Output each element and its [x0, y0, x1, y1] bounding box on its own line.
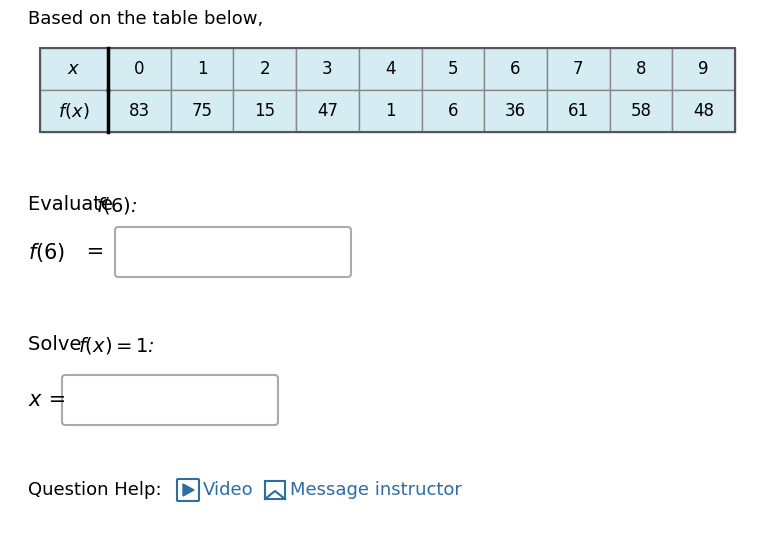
Text: $x$: $x$: [28, 390, 43, 410]
Text: 47: 47: [317, 102, 338, 120]
Bar: [296, 90, 359, 132]
Text: Solve: Solve: [28, 335, 88, 354]
Text: 4: 4: [385, 60, 396, 78]
Polygon shape: [183, 484, 194, 496]
Text: 6: 6: [448, 102, 458, 120]
Bar: [359, 90, 422, 132]
Text: 61: 61: [568, 102, 589, 120]
Text: 6: 6: [510, 60, 521, 78]
Text: $f(6)$:: $f(6)$:: [96, 195, 137, 216]
Bar: [40, 90, 108, 132]
Text: 1: 1: [385, 102, 396, 120]
Text: 7: 7: [573, 60, 584, 78]
Text: =: =: [80, 242, 104, 262]
FancyBboxPatch shape: [177, 479, 199, 501]
Text: 5: 5: [448, 60, 458, 78]
Text: Message instructor: Message instructor: [290, 481, 462, 499]
Text: =: =: [42, 390, 66, 410]
FancyBboxPatch shape: [265, 481, 285, 499]
Bar: [233, 48, 296, 90]
Bar: [170, 48, 233, 90]
Text: 3: 3: [322, 60, 333, 78]
FancyBboxPatch shape: [115, 227, 351, 277]
Bar: [484, 48, 547, 90]
Text: 2: 2: [260, 60, 270, 78]
Bar: [547, 48, 610, 90]
Text: 48: 48: [694, 102, 714, 120]
Bar: [296, 48, 359, 90]
Text: 36: 36: [505, 102, 526, 120]
Text: Question Help:: Question Help:: [28, 481, 161, 499]
Bar: [422, 48, 484, 90]
Bar: [610, 90, 672, 132]
Bar: [672, 48, 735, 90]
FancyBboxPatch shape: [62, 375, 278, 425]
Bar: [672, 90, 735, 132]
Bar: [40, 48, 735, 132]
Bar: [359, 48, 422, 90]
Text: 15: 15: [254, 102, 275, 120]
Text: $f(x) = 1$:: $f(x) = 1$:: [78, 335, 155, 356]
Text: $x$: $x$: [68, 60, 81, 78]
Text: 83: 83: [129, 102, 150, 120]
Bar: [233, 90, 296, 132]
Text: Evaluate: Evaluate: [28, 195, 119, 214]
Bar: [547, 90, 610, 132]
Text: 9: 9: [698, 60, 709, 78]
Text: 75: 75: [191, 102, 213, 120]
Text: 8: 8: [636, 60, 646, 78]
Bar: [170, 90, 233, 132]
Text: $f(x)$: $f(x)$: [58, 101, 90, 121]
Bar: [484, 90, 547, 132]
Text: Based on the table below,: Based on the table below,: [28, 10, 263, 28]
Bar: [108, 90, 170, 132]
Bar: [422, 90, 484, 132]
Text: Video: Video: [203, 481, 253, 499]
Text: 0: 0: [134, 60, 144, 78]
Text: 58: 58: [631, 102, 651, 120]
Text: 1: 1: [197, 60, 207, 78]
Bar: [610, 48, 672, 90]
Bar: [40, 48, 108, 90]
Text: $f(6)$: $f(6)$: [28, 240, 65, 264]
Bar: [108, 48, 170, 90]
